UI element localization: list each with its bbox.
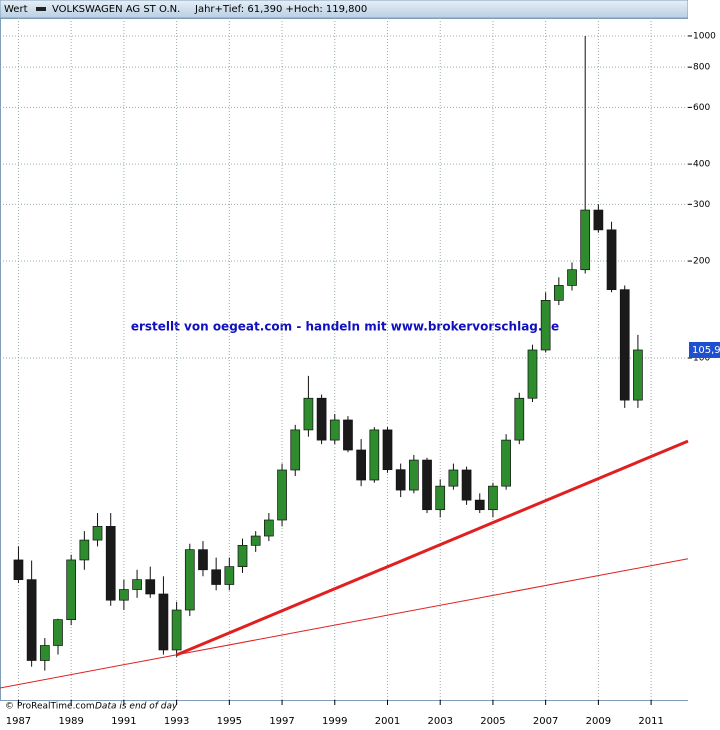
candle-body xyxy=(514,397,525,441)
x-tick-label: 1997 xyxy=(269,716,294,727)
x-tick-label: 2007 xyxy=(533,716,558,727)
candle-body xyxy=(39,645,50,661)
candle-body xyxy=(224,566,235,585)
x-tick-label: 2005 xyxy=(480,716,505,727)
candle-body xyxy=(382,429,393,471)
candle-body xyxy=(527,349,538,399)
x-tick-label: 1999 xyxy=(322,716,347,727)
annotation: erstellt von oegeat.com - handeln mit ww… xyxy=(131,320,559,334)
candle-body xyxy=(343,419,353,451)
candle-body xyxy=(593,209,604,231)
candle-body xyxy=(105,526,116,601)
trendline xyxy=(0,558,689,689)
candle-body xyxy=(171,609,182,651)
candle-body xyxy=(145,579,156,595)
y-tick-label: 800 xyxy=(693,63,710,73)
trendline xyxy=(176,439,689,657)
y-tick-label: 300 xyxy=(693,200,710,210)
candle-body xyxy=(237,544,248,567)
last-price-label: 105,90 xyxy=(692,345,720,356)
candle-body xyxy=(619,289,630,401)
x-tick-label: 2011 xyxy=(638,716,663,727)
legend-name: VOLKSWAGEN AG ST O.N. xyxy=(52,4,180,15)
x-tick-label: 2009 xyxy=(586,716,611,727)
x-tick-label: 1989 xyxy=(58,716,83,727)
y-tick-label: 400 xyxy=(693,160,710,170)
candle-body xyxy=(501,439,511,487)
right-axis xyxy=(688,0,720,730)
x-tick-label: 2001 xyxy=(375,716,400,727)
candle-body xyxy=(435,485,446,511)
candle-body xyxy=(356,449,366,481)
candle-body xyxy=(488,485,498,511)
candle-body xyxy=(132,579,142,590)
candle-body xyxy=(474,499,485,511)
candle-body xyxy=(66,559,77,621)
y-tick-label: 100 xyxy=(693,353,710,363)
x-tick-label: 1993 xyxy=(164,716,189,727)
legend-swatch xyxy=(36,7,46,11)
y-tick-label: 600 xyxy=(693,103,710,113)
candle-body xyxy=(369,429,380,481)
candle-body xyxy=(26,579,37,661)
candle-body xyxy=(158,593,169,651)
candle-body xyxy=(79,539,90,561)
candle-body xyxy=(567,269,577,286)
candle-body xyxy=(13,559,24,580)
x-tick-label: 1987 xyxy=(6,716,31,727)
candle-body xyxy=(53,619,63,646)
candle-body xyxy=(198,549,208,571)
y-tick-label: 200 xyxy=(693,257,710,267)
candle-body xyxy=(184,549,195,611)
candle-body xyxy=(409,459,419,491)
header-label: Wert xyxy=(4,4,28,15)
candle-body xyxy=(250,535,261,546)
candle-body xyxy=(329,419,340,441)
candle-body xyxy=(606,229,617,291)
candle-body xyxy=(553,285,564,301)
candle-body xyxy=(316,397,327,441)
candle-body xyxy=(448,469,459,487)
candle-body xyxy=(422,459,432,511)
candle-body xyxy=(395,469,406,491)
y-tick-label: 1000 xyxy=(693,31,716,41)
candle-body xyxy=(303,397,314,431)
candle-body xyxy=(211,569,222,585)
footer-note: Data is end of day xyxy=(95,702,178,712)
candle-body xyxy=(277,469,287,521)
candle-body xyxy=(540,300,551,351)
candle-body xyxy=(461,469,472,501)
candle-body xyxy=(264,519,274,537)
candle-body xyxy=(633,349,643,401)
x-tick-label: 2003 xyxy=(427,716,452,727)
candle-body xyxy=(92,526,103,541)
candle-body xyxy=(580,209,591,271)
source: © ProRealTime.com xyxy=(5,702,95,712)
x-tick-label: 1991 xyxy=(111,716,136,727)
header-range: Jahr+Tief: 61,390 +Hoch: 119,800 xyxy=(194,4,367,15)
x-tick-label: 1995 xyxy=(217,716,242,727)
last-price-badge xyxy=(689,341,720,358)
candle-body xyxy=(290,429,301,471)
candle-body xyxy=(119,589,129,601)
